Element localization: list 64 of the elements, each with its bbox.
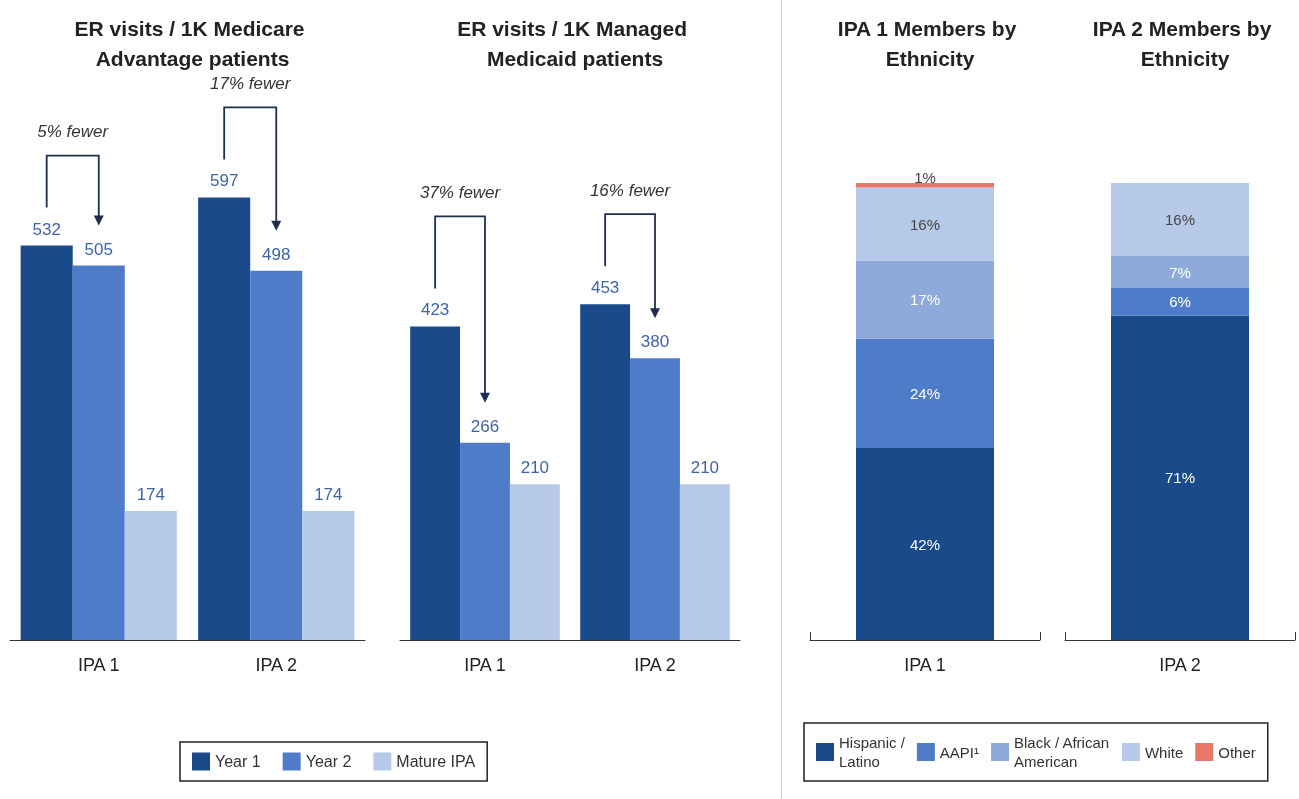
bar [509,484,560,640]
data-label: 453 [590,278,620,298]
bar [410,326,461,640]
bar [856,338,994,449]
x-tick-label: IPA 1 [77,655,120,675]
text: 16% fewer [589,180,672,200]
bar [460,442,510,640]
legend-label: Year 2 [305,753,352,770]
bar [856,260,994,339]
x-tick-label: IPA 1 [904,655,946,675]
chart-title: ER visits / 1K Medicare Advantage patients [74,16,311,70]
bar [1111,183,1249,257]
data-label: 266 [470,416,500,436]
data-label: 17% [909,291,941,309]
data-label: 16% [1164,211,1196,229]
legend-label: Hispanic / Latino [839,734,906,770]
bar [302,510,355,640]
x-tick-label: IPA 2 [255,655,298,675]
bar [124,510,177,640]
chart-title: ER visits / 1K Managed Medicaid patients [457,16,693,70]
data-label: 505 [84,239,113,259]
bar [1111,315,1249,640]
text: 37% fewer [419,182,502,202]
bar [20,245,73,640]
x-tick-label: IPA 2 [1159,655,1201,675]
bar [856,187,994,261]
data-label: 7% [1169,263,1191,281]
legend-label: Mature IPA [396,753,476,770]
data-label: 597 [210,171,239,191]
data-label: 423 [420,300,450,320]
data-label: 42% [909,535,941,553]
data-label: 6% [1169,293,1191,311]
bar [856,183,994,188]
chart-title: IPA 2 Members by Ethnicity [1092,16,1278,70]
x-tick-label: IPA 2 [634,655,676,675]
bar [679,484,730,640]
bar [72,265,125,640]
data-label: 174 [314,484,343,504]
legend-label: Year 1 [215,753,261,770]
bar [580,304,631,640]
bar [198,197,251,640]
data-label: 210 [690,458,720,478]
data-label: 1% [914,169,936,186]
text: 5% fewer [37,122,110,142]
data-label: 532 [32,219,61,239]
data-label: 498 [262,244,291,264]
chart-title: IPA 1 Members by Ethnicity [837,16,1023,70]
data-label: 71% [1164,469,1196,487]
legend-label: AAPI¹ [939,743,980,761]
data-label: 16% [909,215,941,233]
bar [250,270,303,640]
data-label: 24% [909,384,941,402]
legend-label: White [1144,743,1184,761]
x-tick-label: IPA 1 [464,655,506,675]
data-label: 210 [520,458,550,478]
text: 17% fewer [210,73,292,93]
bar [1111,288,1249,316]
bar [856,448,994,640]
data-label: 380 [640,332,670,352]
data-label: 174 [136,484,165,504]
legend-label: Other [1218,743,1256,761]
bar [630,358,680,640]
bar [1111,256,1249,289]
legend-label: Black / African American [1014,734,1110,770]
